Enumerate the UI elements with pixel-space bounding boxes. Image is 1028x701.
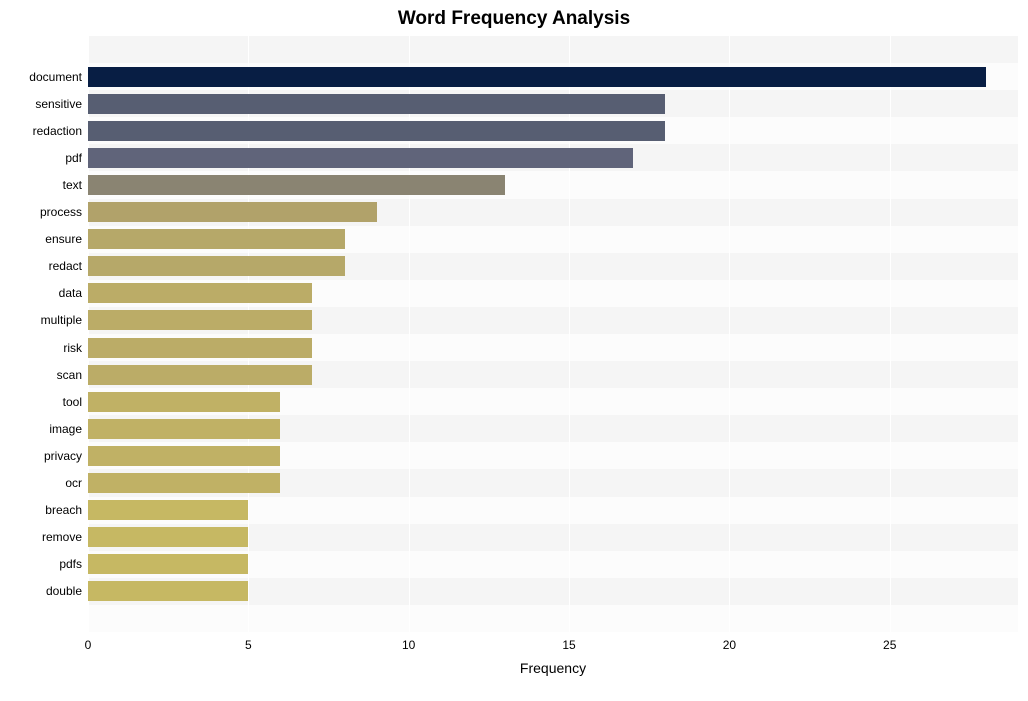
chart-title: Word Frequency Analysis bbox=[0, 8, 1028, 30]
bar bbox=[88, 202, 377, 222]
y-tick-label: image bbox=[49, 422, 82, 436]
grid-line bbox=[890, 36, 891, 632]
x-tick-label: 0 bbox=[85, 638, 92, 652]
y-tick-label: data bbox=[59, 286, 82, 300]
y-tick-label: risk bbox=[63, 341, 82, 355]
bar bbox=[88, 229, 345, 249]
bar bbox=[88, 446, 280, 466]
bar bbox=[88, 365, 312, 385]
y-tick-label: text bbox=[63, 178, 82, 192]
bar bbox=[88, 283, 312, 303]
grid-band bbox=[88, 605, 1018, 632]
grid-band bbox=[88, 36, 1018, 63]
bar bbox=[88, 310, 312, 330]
bar bbox=[88, 338, 312, 358]
bar bbox=[88, 554, 248, 574]
bar bbox=[88, 500, 248, 520]
x-tick-label: 25 bbox=[883, 638, 896, 652]
x-tick-label: 15 bbox=[562, 638, 575, 652]
x-tick-label: 5 bbox=[245, 638, 252, 652]
x-tick-label: 20 bbox=[723, 638, 736, 652]
x-tick-label: 10 bbox=[402, 638, 415, 652]
y-tick-label: privacy bbox=[44, 449, 82, 463]
y-tick-label: tool bbox=[63, 395, 82, 409]
y-tick-label: process bbox=[40, 205, 82, 219]
plot-area: Frequency documentsensitiveredactionpdft… bbox=[88, 36, 1018, 632]
bar bbox=[88, 175, 505, 195]
y-tick-label: pdf bbox=[65, 151, 82, 165]
y-tick-label: breach bbox=[45, 503, 82, 517]
bar bbox=[88, 121, 665, 141]
chart-container: Word Frequency Analysis Frequency docume… bbox=[0, 0, 1028, 701]
bar bbox=[88, 392, 280, 412]
y-tick-label: scan bbox=[57, 368, 82, 382]
y-tick-label: redaction bbox=[33, 124, 82, 138]
bar bbox=[88, 67, 986, 87]
y-tick-label: pdfs bbox=[59, 557, 82, 571]
bar bbox=[88, 148, 633, 168]
y-tick-label: document bbox=[29, 70, 82, 84]
y-tick-label: double bbox=[46, 584, 82, 598]
y-tick-label: remove bbox=[42, 530, 82, 544]
grid-line bbox=[729, 36, 730, 632]
y-tick-label: redact bbox=[49, 259, 82, 273]
bar bbox=[88, 581, 248, 601]
x-axis-label: Frequency bbox=[520, 660, 586, 676]
bar bbox=[88, 527, 248, 547]
y-tick-label: ocr bbox=[65, 476, 82, 490]
y-tick-label: ensure bbox=[45, 232, 82, 246]
bar bbox=[88, 473, 280, 493]
bar bbox=[88, 419, 280, 439]
y-tick-label: multiple bbox=[41, 313, 82, 327]
y-tick-label: sensitive bbox=[35, 97, 82, 111]
bar bbox=[88, 94, 665, 114]
bar bbox=[88, 256, 345, 276]
